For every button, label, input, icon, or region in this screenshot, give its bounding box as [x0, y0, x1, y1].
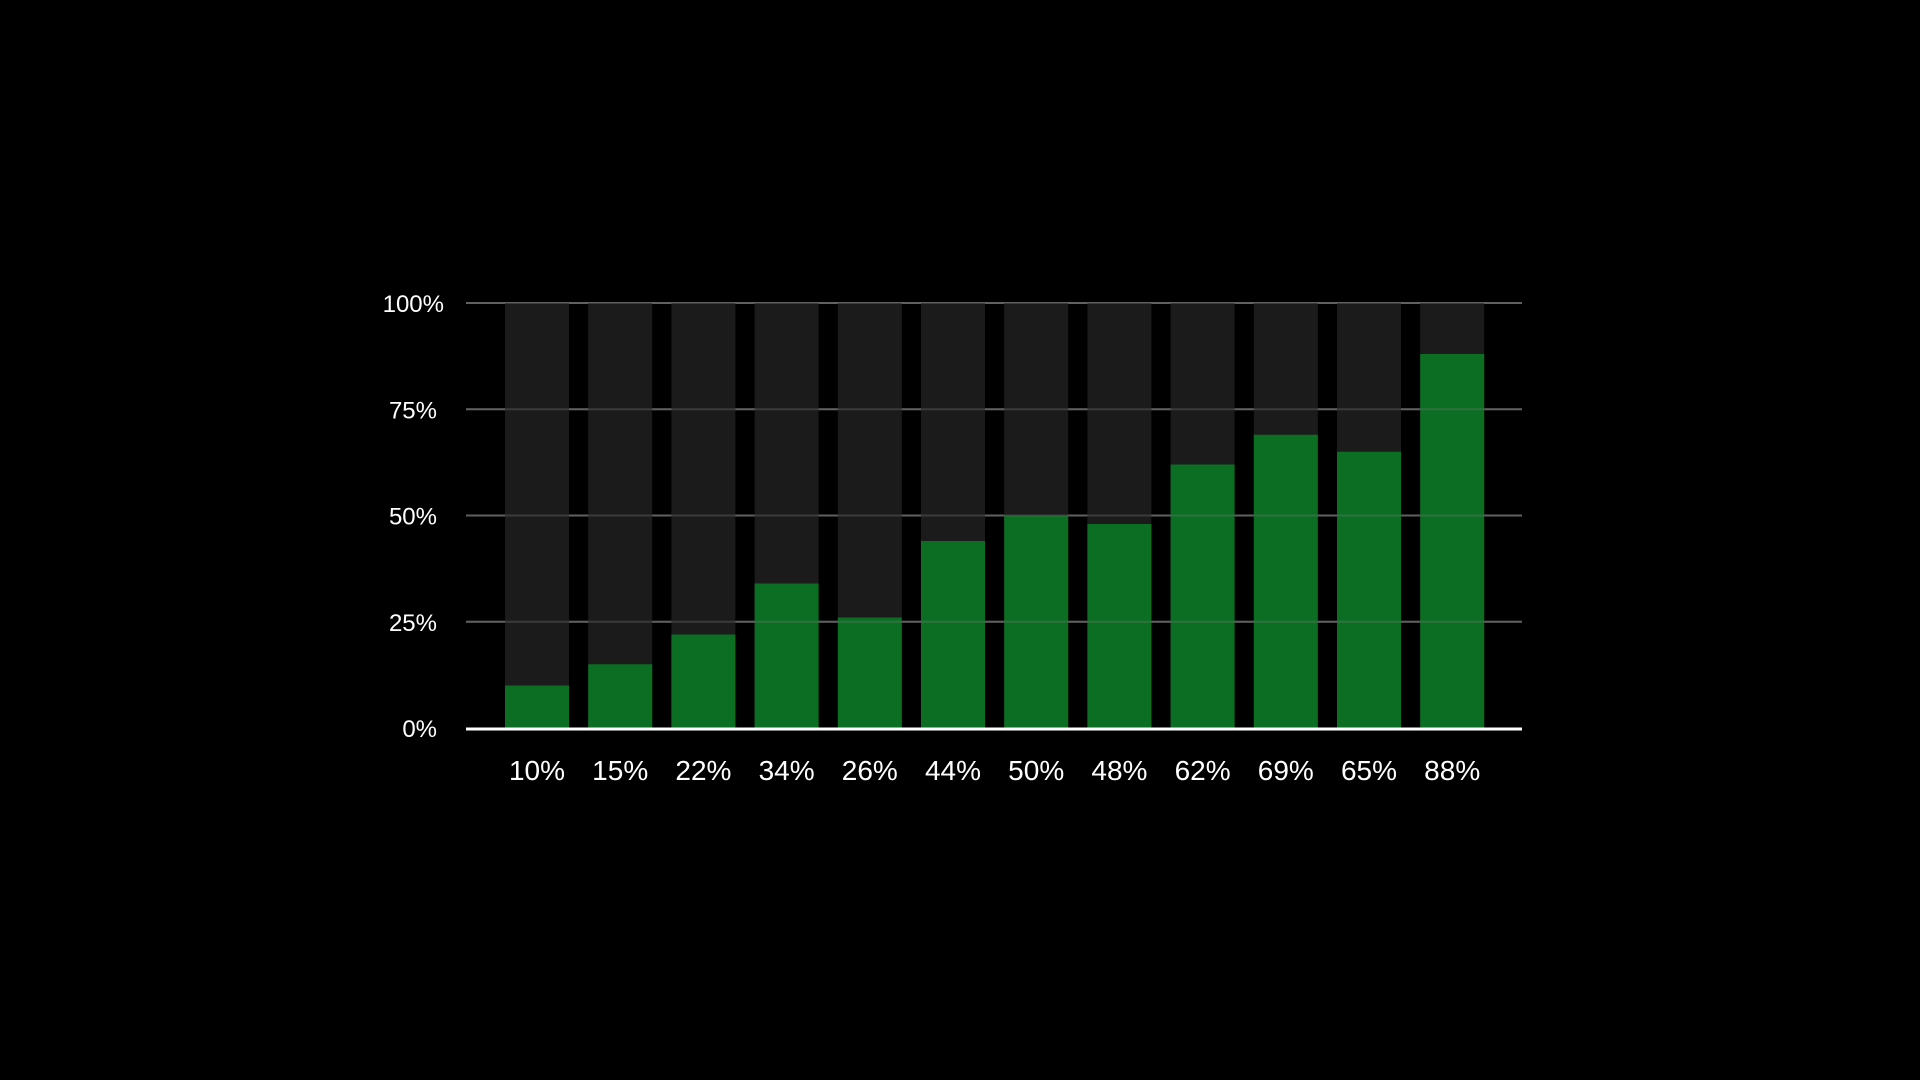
bar: [1337, 451, 1401, 728]
y-axis-ticks: 0% 25% 50% 75% 100%: [383, 291, 444, 743]
x-tick-label: 62%: [1175, 755, 1231, 786]
x-tick-label: 88%: [1424, 755, 1480, 786]
bar: [754, 583, 819, 728]
bar: [1420, 354, 1485, 728]
x-tick-label: 44%: [925, 755, 981, 786]
x-tick-label: 22%: [675, 755, 731, 786]
bar: [588, 664, 653, 728]
x-tick-label: 10%: [509, 755, 565, 786]
bar: [837, 617, 902, 728]
x-tick-label: 65%: [1341, 755, 1397, 786]
bar: [1087, 524, 1152, 728]
y-tick-label: 75%: [389, 397, 437, 424]
bar: [671, 634, 736, 728]
x-tick-label: 48%: [1091, 755, 1147, 786]
x-tick-label: 50%: [1008, 755, 1064, 786]
y-tick-label: 25%: [389, 610, 437, 637]
bar: [1170, 464, 1235, 728]
bar-track: [588, 303, 653, 728]
x-tick-label: 15%: [592, 755, 648, 786]
y-tick-label: 100%: [383, 291, 444, 318]
x-axis-ticks: 10% 15% 22% 34% 26% 44% 50% 48% 62% 69% 65% 88%: [509, 755, 1480, 786]
bar: [1253, 434, 1318, 728]
bar: [1004, 515, 1069, 728]
bar: [921, 541, 985, 728]
bar: [505, 685, 569, 728]
y-tick-label: 0%: [402, 716, 437, 743]
bar-track: [505, 303, 569, 728]
y-tick-label: 50%: [389, 504, 437, 531]
x-tick-label: 26%: [842, 755, 898, 786]
bars: [466, 302, 1522, 728]
x-tick-label: 34%: [759, 755, 815, 786]
x-tick-label: 69%: [1258, 755, 1314, 786]
